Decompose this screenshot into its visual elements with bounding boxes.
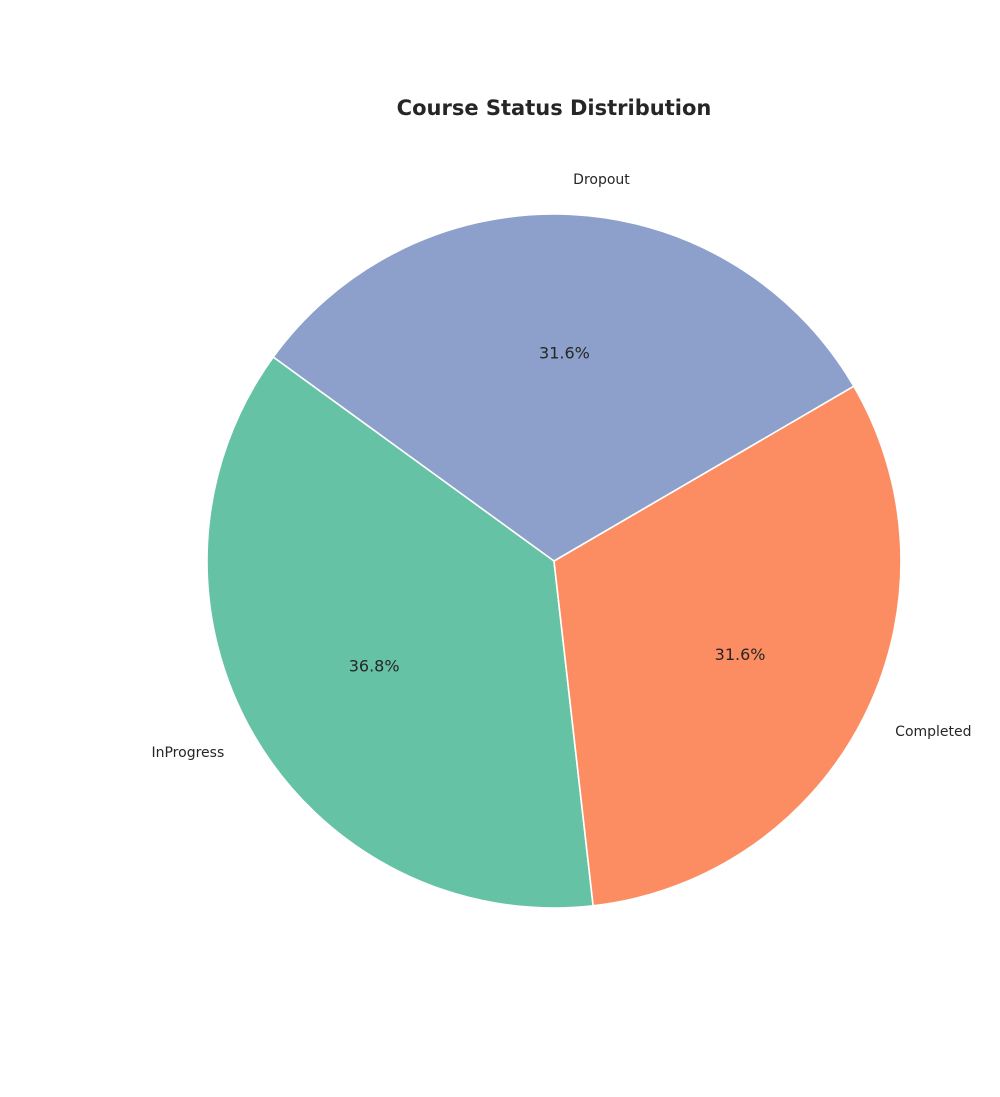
slice-label-dropout: Dropout bbox=[573, 172, 630, 188]
slice-label-completed: Completed bbox=[895, 724, 971, 740]
slice-label-inprogress: InProgress bbox=[151, 745, 224, 761]
pie-slices bbox=[206, 213, 902, 909]
pie-slice-dropout bbox=[272, 213, 855, 562]
pct-label-dropout: 31.6% bbox=[539, 344, 590, 363]
pie-slice-completed bbox=[553, 385, 902, 907]
pie-slice-inprogress bbox=[206, 356, 594, 909]
pie-labels: 36.8% InProgress 31.6% Completed 31.6% Dropou… bbox=[151, 172, 971, 761]
chart-title: Course Status Distribution bbox=[396, 96, 712, 120]
pct-label-inprogress: 36.8% bbox=[349, 656, 400, 675]
pct-label-completed: 31.6% bbox=[715, 645, 766, 664]
